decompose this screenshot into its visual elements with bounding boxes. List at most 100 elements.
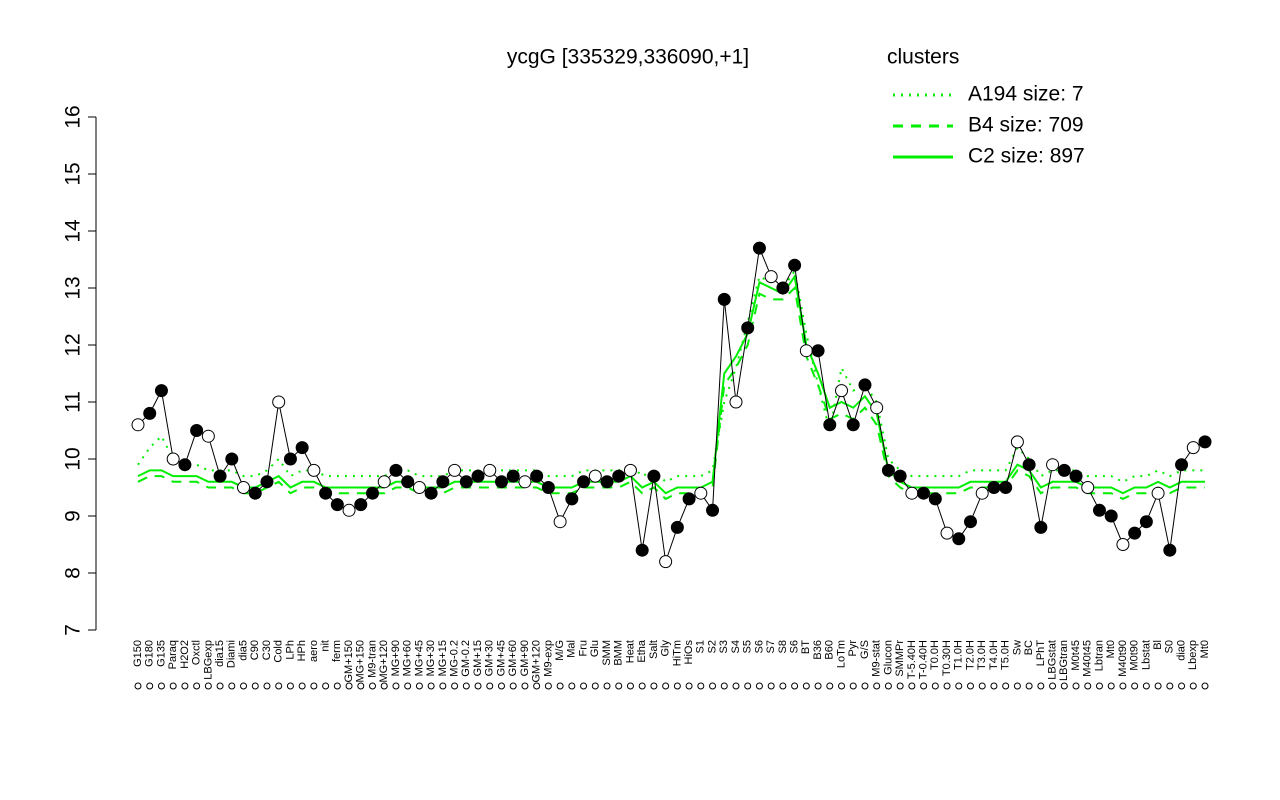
rug-point: [228, 682, 236, 690]
x-tick-label: C90: [249, 640, 261, 660]
expression-point: [295, 441, 309, 455]
rug-point: [204, 682, 212, 690]
expression-point: [330, 498, 344, 512]
expression-point: [647, 469, 661, 483]
expression-point: [154, 384, 168, 398]
x-tick-label: GM+45: [495, 640, 507, 676]
rug-point: [169, 682, 177, 690]
expression-point: [494, 475, 508, 489]
rug-point: [427, 682, 435, 690]
expression-point: [424, 486, 438, 500]
expression-point: [881, 463, 895, 477]
x-tick-label: T-5.40H: [906, 640, 918, 679]
rug-point: [580, 682, 588, 690]
rug-point: [497, 682, 505, 690]
rug-point: [744, 682, 752, 690]
rug-point: [404, 682, 412, 690]
y-tick-label: 11: [62, 391, 85, 413]
expression-point: [401, 475, 415, 489]
rug-point: [1142, 682, 1150, 690]
expression-point: [623, 463, 637, 477]
x-tick-label: H2O2: [179, 640, 191, 669]
x-tick-label: Mal: [566, 640, 578, 658]
rug-point: [673, 682, 681, 690]
rug-point: [1037, 682, 1045, 690]
rug-point: [779, 682, 787, 690]
cluster-line: [137, 285, 1205, 501]
legend-label: B4 size: 709: [968, 114, 1084, 137]
expression-point: [506, 469, 520, 483]
x-tick-label: S6: [789, 640, 801, 653]
x-tick-label: T5.0H: [1000, 640, 1012, 670]
rug-point: [791, 682, 799, 690]
x-tick-label: Sw: [1011, 640, 1023, 655]
rug-point: [908, 682, 916, 690]
expression-point: [354, 498, 368, 512]
rug-point: [1166, 682, 1174, 690]
x-tick-label: BT: [800, 640, 812, 654]
rug-point: [333, 682, 341, 690]
rug-point: [884, 682, 892, 690]
rug-point: [709, 682, 717, 690]
expression-point: [1069, 469, 1083, 483]
rug-point: [1002, 682, 1010, 690]
x-tick-label: Lbtran: [1093, 640, 1105, 671]
rug-point: [369, 682, 377, 690]
rug-point: [1131, 682, 1139, 690]
expression-point: [412, 481, 426, 494]
expression-point: [706, 503, 720, 517]
expression-point: [987, 481, 1001, 494]
expression-point: [963, 515, 977, 529]
x-tick-label: T-0.40H: [917, 640, 929, 679]
x-tick-label: BMM: [613, 640, 625, 666]
x-tick-label: Etha: [636, 639, 648, 663]
x-tick-label: Fru: [577, 640, 589, 657]
x-tick-label: M/G: [554, 640, 566, 661]
x-tick-label: GM+30: [484, 640, 496, 676]
expression-point: [530, 469, 544, 483]
x-tick-label: Paraq: [167, 640, 179, 669]
expression-point: [1139, 515, 1153, 529]
x-tick-label: LBGstat: [1046, 640, 1058, 680]
rug-point: [451, 682, 459, 690]
y-tick-label: 14: [62, 219, 85, 243]
expression-point: [905, 486, 919, 500]
rug-point: [146, 682, 154, 690]
rug-point: [134, 682, 142, 690]
expression-point: [272, 395, 286, 409]
rug-point: [263, 682, 271, 690]
rug-point: [240, 682, 248, 690]
x-tick-label: nit: [320, 640, 332, 652]
expression-point: [1175, 458, 1189, 472]
y-tick-label: 9: [62, 510, 85, 522]
y-tick-label: 8: [62, 567, 85, 579]
expression-point: [858, 378, 872, 392]
rug-point: [767, 682, 775, 690]
expression-point: [928, 492, 942, 506]
expression-point: [190, 424, 204, 437]
x-tick-label: dia0: [1175, 640, 1187, 661]
expression-point: [741, 321, 755, 335]
expression-point: [260, 475, 274, 489]
rug-point: [626, 682, 634, 690]
rug-point: [838, 682, 846, 690]
expression-point: [870, 401, 884, 415]
rug-point: [1201, 682, 1209, 690]
expression-point: [319, 486, 333, 500]
rug-point: [638, 682, 646, 690]
expression-point: [811, 344, 825, 358]
x-tick-label: Heat: [624, 640, 636, 663]
x-tick-label: dia5: [237, 640, 249, 661]
x-tick-label: MG+15: [437, 640, 449, 676]
expression-point: [975, 486, 989, 500]
rug-point: [955, 682, 963, 690]
expression-point: [835, 384, 849, 398]
expression-point: [682, 492, 696, 506]
x-tick-label: T1.0H: [953, 640, 965, 670]
legend-label: A194 size: 7: [968, 83, 1084, 106]
x-tick-label: LPhT: [1035, 640, 1047, 667]
rug-point: [720, 682, 728, 690]
expression-point: [577, 475, 591, 489]
rug-point: [662, 682, 670, 690]
y-tick-label: 12: [62, 333, 85, 356]
